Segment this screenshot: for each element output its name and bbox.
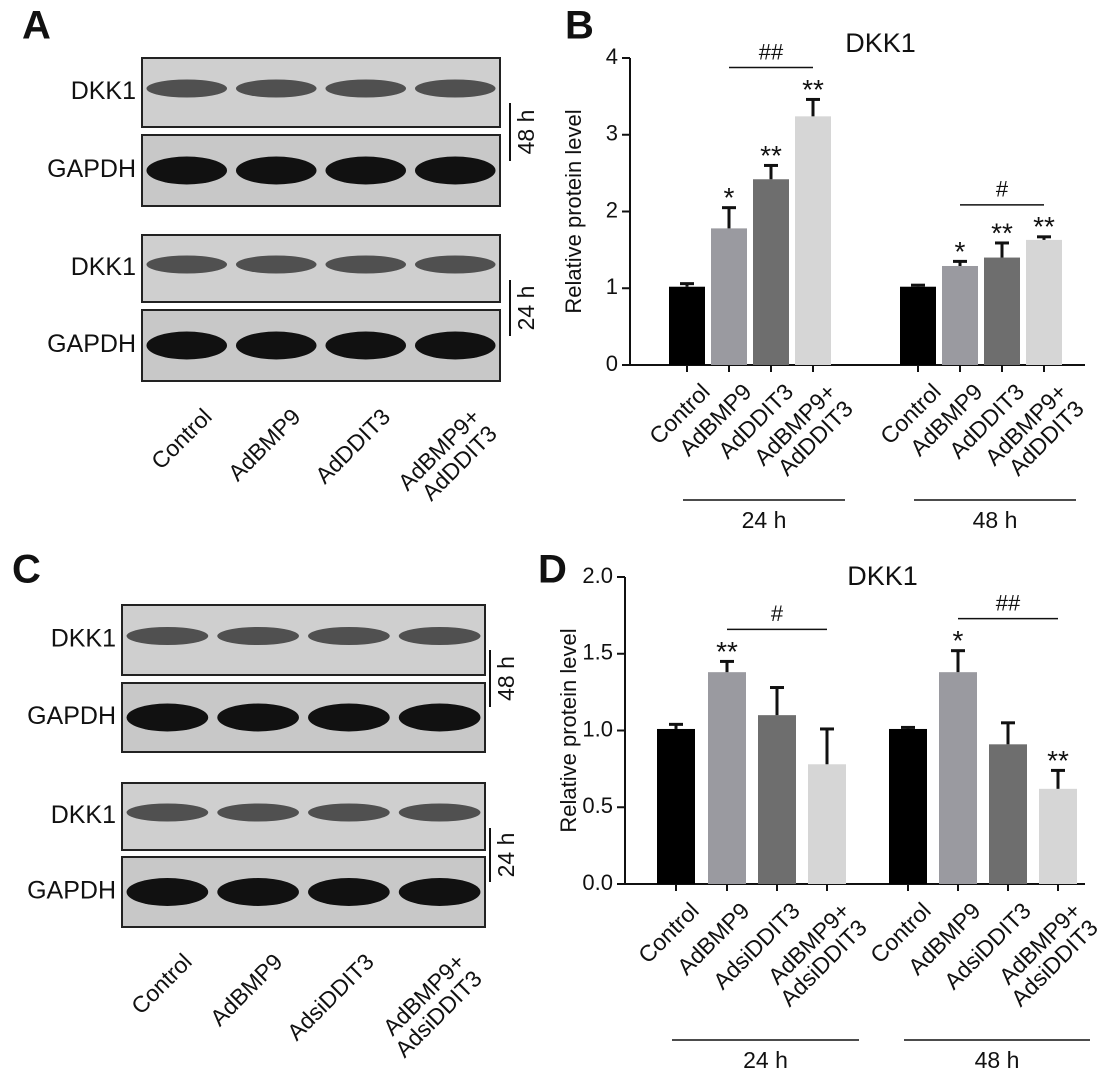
blot-band bbox=[217, 803, 299, 822]
comparison-label: ## bbox=[996, 590, 1021, 615]
panel-letter: C bbox=[12, 548, 41, 592]
panel-letter: D bbox=[538, 548, 567, 592]
y-tick-label: 1 bbox=[606, 274, 618, 299]
significance-mark: ** bbox=[716, 636, 738, 667]
blot-row-label: DKK1 bbox=[51, 801, 116, 829]
chart-title: DKK1 bbox=[847, 561, 918, 591]
group-label: 24 h bbox=[742, 507, 787, 533]
blot-band bbox=[325, 79, 407, 98]
blot-band bbox=[217, 627, 299, 645]
blot-band bbox=[126, 878, 209, 906]
comparison-label: ## bbox=[759, 39, 784, 64]
comparison-label: # bbox=[771, 601, 784, 626]
y-tick-label: 0.0 bbox=[582, 870, 613, 895]
y-tick-label: 0.5 bbox=[582, 793, 613, 818]
blot-band bbox=[308, 878, 390, 906]
y-tick-label: 2.0 bbox=[582, 563, 613, 588]
bar bbox=[657, 728, 695, 884]
blot-band bbox=[146, 79, 228, 98]
blot-band bbox=[126, 803, 209, 822]
time-label: 24 h bbox=[493, 833, 519, 878]
blot-band bbox=[126, 627, 209, 645]
blot-row-label: DKK1 bbox=[51, 625, 116, 653]
y-tick-label: 4 bbox=[606, 44, 618, 69]
blot-row-label: DKK1 bbox=[71, 253, 136, 281]
blot-band bbox=[308, 703, 390, 732]
time-label: 24 h bbox=[513, 286, 539, 331]
blot-band bbox=[146, 156, 228, 185]
blot-band bbox=[308, 803, 390, 822]
y-axis-label: Relative protein level bbox=[561, 109, 586, 313]
blot-row-label: GAPDH bbox=[47, 155, 136, 183]
blot-band bbox=[126, 703, 209, 732]
y-tick-label: 0 bbox=[606, 351, 618, 376]
blot-band bbox=[398, 703, 481, 732]
comparison-label: # bbox=[996, 177, 1009, 202]
panel-letter: B bbox=[565, 4, 594, 48]
blot-band bbox=[235, 79, 317, 98]
y-tick-label: 3 bbox=[606, 121, 618, 146]
bar bbox=[711, 228, 747, 365]
y-tick-label: 2 bbox=[606, 197, 618, 222]
bar bbox=[808, 764, 846, 884]
blot-band bbox=[398, 878, 481, 906]
significance-mark: ** bbox=[802, 74, 824, 105]
bar bbox=[942, 265, 978, 365]
y-tick-label: 1.0 bbox=[582, 716, 613, 741]
blot-band bbox=[235, 331, 317, 360]
blot-band bbox=[325, 331, 407, 360]
significance-mark: ** bbox=[1047, 745, 1069, 776]
y-axis-label: Relative protein level bbox=[556, 628, 581, 832]
blot-band bbox=[146, 331, 228, 360]
group-label: 24 h bbox=[743, 1047, 788, 1073]
bar bbox=[984, 257, 1020, 365]
bar bbox=[1039, 788, 1077, 884]
time-label: 48 h bbox=[493, 656, 519, 701]
blot-band bbox=[414, 79, 496, 98]
bar bbox=[1026, 239, 1062, 365]
blot-band bbox=[414, 156, 496, 185]
bar bbox=[889, 728, 927, 884]
panel-letter: A bbox=[22, 4, 51, 48]
blot-band bbox=[308, 627, 390, 645]
blot-band bbox=[235, 255, 317, 274]
blot-band bbox=[217, 703, 299, 732]
blot-band bbox=[414, 331, 496, 360]
bar bbox=[900, 286, 936, 365]
blot-row-label: DKK1 bbox=[71, 77, 136, 105]
blot-band bbox=[235, 156, 317, 185]
bar bbox=[753, 179, 789, 365]
blot-band bbox=[414, 255, 496, 274]
significance-mark: ** bbox=[760, 140, 782, 171]
bar bbox=[989, 744, 1027, 884]
significance-mark: * bbox=[724, 182, 735, 213]
blot-band bbox=[325, 255, 407, 274]
blot-band bbox=[217, 878, 299, 906]
significance-mark: * bbox=[953, 625, 964, 656]
time-label: 48 h bbox=[513, 110, 539, 155]
significance-mark: ** bbox=[991, 217, 1013, 248]
bar bbox=[669, 286, 705, 365]
significance-mark: * bbox=[955, 236, 966, 267]
bar bbox=[939, 672, 977, 884]
blot-band bbox=[325, 156, 407, 185]
chart-title: DKK1 bbox=[845, 28, 916, 58]
group-label: 48 h bbox=[973, 507, 1018, 533]
y-tick-label: 1.5 bbox=[582, 640, 613, 665]
significance-mark: ** bbox=[1033, 211, 1055, 242]
blot-row-label: GAPDH bbox=[47, 330, 136, 358]
bar bbox=[795, 116, 831, 365]
blot-row-label: GAPDH bbox=[27, 877, 116, 905]
group-label: 48 h bbox=[975, 1047, 1020, 1073]
blot-band bbox=[146, 255, 228, 274]
blot-band bbox=[398, 627, 481, 645]
bar bbox=[758, 715, 796, 884]
bar bbox=[708, 672, 746, 884]
blot-band bbox=[398, 803, 481, 822]
blot-row-label: GAPDH bbox=[27, 702, 116, 730]
